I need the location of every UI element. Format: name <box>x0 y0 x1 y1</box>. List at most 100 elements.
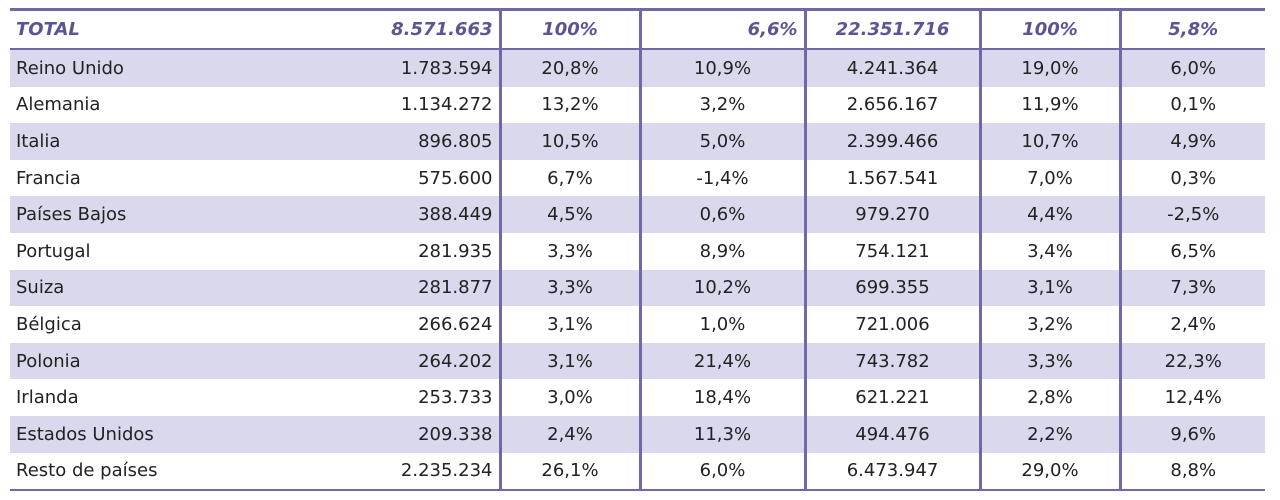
row-value-3: 0,6% <box>638 196 805 233</box>
total-row: TOTAL 8.571.663 100% 6,6% 22.351.716 100… <box>10 9 1265 49</box>
row-value-1: 1.783.594 <box>225 49 500 87</box>
table-row: Países Bajos 388.449 4,5% 0,6% 979.270 4,4% -2… <box>10 196 1265 233</box>
row-value-2: 3,1% <box>498 306 640 343</box>
row-value-6: 0,1% <box>1118 86 1265 124</box>
row-value-6: 6,5% <box>1118 232 1265 270</box>
row-value-4: 621.221 <box>803 379 980 416</box>
row-value-2: 3,3% <box>498 232 640 270</box>
row-value-4: 699.355 <box>803 269 980 307</box>
row-value-2: 20,8% <box>498 49 640 87</box>
row-value-1: 281.877 <box>225 269 500 307</box>
row-value-3: 10,9% <box>638 49 805 87</box>
row-value-5: 11,9% <box>978 86 1120 124</box>
data-table-container: TOTAL 8.571.663 100% 6,6% 22.351.716 100… <box>10 8 1265 491</box>
row-value-1: 253.733 <box>418 387 493 409</box>
row-value-3: 8,9% <box>638 232 805 270</box>
row-value-4: 494.476 <box>803 415 980 453</box>
total-value-5: 100% <box>978 9 1120 49</box>
row-value-6: 2,4% <box>1118 306 1265 343</box>
row-value-4: 4.241.364 <box>803 49 980 87</box>
table-body: Reino Unido 1.783.594 20,8% 10,9% 4.241.364 1… <box>10 49 1265 491</box>
row-value-1: 896.805 <box>225 123 500 160</box>
row-value-2: 2,4% <box>498 415 640 453</box>
table-row: Resto de países 2.235.234 26,1% 6,0% 6.473.9… <box>10 452 1265 491</box>
row-label: Francia <box>16 167 81 189</box>
row-value-4: 2.399.466 <box>803 123 980 160</box>
table-row: Reino Unido 1.783.594 20,8% 10,9% 4.241.364 1… <box>10 49 1265 87</box>
row-label: Estados Unidos <box>10 415 225 453</box>
row-value-1: 388.449 <box>225 196 500 233</box>
row-value-2: 6,7% <box>498 159 640 197</box>
row-value-3: 11,3% <box>638 415 805 453</box>
row-value-6: 7,3% <box>1118 269 1265 307</box>
row-value-5: 2,2% <box>978 415 1120 453</box>
row-value-4: 1.567.541 <box>803 159 980 197</box>
row-value-5: 3,3% <box>978 342 1120 380</box>
row-value-6: 4,9% <box>1118 123 1265 160</box>
row-value-3: 21,4% <box>638 342 805 380</box>
row-value-5: 4,4% <box>978 196 1120 233</box>
table-row: Estados Unidos 209.338 2,4% 11,3% 494.476 2,2… <box>10 415 1265 453</box>
row-value-1: 575.600 <box>418 167 493 189</box>
row-value-2: 3,3% <box>498 269 640 307</box>
row-value-5: 3,4% <box>978 232 1120 270</box>
row-value-6: 0,3% <box>1118 159 1265 197</box>
row-label: Portugal <box>16 240 91 262</box>
row-value-3: 6,0% <box>638 452 805 491</box>
table-row: Italia 896.805 10,5% 5,0% 2.399.466 10,7% 4,9% <box>10 123 1265 160</box>
row-value-3: -1,4% <box>638 159 805 197</box>
row-value-1: 2.235.234 <box>400 460 493 482</box>
row-value-3: 18,4% <box>638 379 805 416</box>
row-value-2: 4,5% <box>498 196 640 233</box>
row-label: Bélgica <box>16 313 82 335</box>
row-value-1: 264.202 <box>225 342 500 380</box>
table-row: Suiza 281.877 3,3% 10,2% 699.355 3,1% 7,3% <box>10 269 1265 307</box>
row-value-2: 26,1% <box>498 452 640 491</box>
row-value-6: 22,3% <box>1118 342 1265 380</box>
table-row: Polonia 264.202 3,1% 21,4% 743.782 3,3% 22,3% <box>10 342 1265 380</box>
row-value-5: 2,8% <box>978 379 1120 416</box>
row-value-5: 29,0% <box>978 452 1120 491</box>
row-value-4: 979.270 <box>803 196 980 233</box>
total-value-3: 6,6% <box>638 9 805 49</box>
row-label: Alemania <box>16 94 101 116</box>
country-statistics-table: TOTAL 8.571.663 100% 6,6% 22.351.716 100… <box>10 8 1265 491</box>
row-label: Polonia <box>10 342 225 380</box>
total-value-2: 100% <box>498 9 640 49</box>
total-value-1: 8.571.663 <box>391 19 493 40</box>
row-value-5: 7,0% <box>978 159 1120 197</box>
table-header: TOTAL 8.571.663 100% 6,6% 22.351.716 100… <box>10 9 1265 49</box>
row-value-5: 19,0% <box>978 49 1120 87</box>
row-value-1: 209.338 <box>225 415 500 453</box>
row-value-5: 3,2% <box>978 306 1120 343</box>
row-value-1: 1.134.272 <box>400 94 493 116</box>
row-value-6: 12,4% <box>1118 379 1265 416</box>
row-value-3: 10,2% <box>638 269 805 307</box>
row-value-4: 754.121 <box>803 232 980 270</box>
row-value-4: 743.782 <box>803 342 980 380</box>
row-label: Italia <box>10 123 225 160</box>
row-value-5: 10,7% <box>978 123 1120 160</box>
row-value-5: 3,1% <box>978 269 1120 307</box>
row-value-6: 9,6% <box>1118 415 1265 453</box>
row-label: Reino Unido <box>10 49 225 87</box>
table-row: Alemania 1.134.272 13,2% 3,2% 2.656.167 11,9%… <box>10 86 1265 124</box>
table-row: Bélgica 266.624 3,1% 1,0% 721.006 3,2% 2,4% <box>10 306 1265 343</box>
row-value-4: 721.006 <box>803 306 980 343</box>
row-label: Suiza <box>10 269 225 307</box>
row-value-2: 3,1% <box>498 342 640 380</box>
row-value-2: 10,5% <box>498 123 640 160</box>
row-value-4: 2.656.167 <box>803 86 980 124</box>
row-value-4: 6.473.947 <box>803 452 980 491</box>
total-value-6: 5,8% <box>1118 9 1265 49</box>
total-value-4: 22.351.716 <box>803 9 980 49</box>
table-row: Portugal 281.935 3,3% 8,9% 754.121 3,4% 6,5% <box>10 232 1265 270</box>
table-row: Irlanda 253.733 3,0% 18,4% 621.221 2,8% 12,4% <box>10 379 1265 416</box>
row-value-6: -2,5% <box>1118 196 1265 233</box>
row-label: Países Bajos <box>10 196 225 233</box>
row-value-2: 3,0% <box>498 379 640 416</box>
row-value-3: 1,0% <box>638 306 805 343</box>
row-value-3: 5,0% <box>638 123 805 160</box>
row-label: Irlanda <box>16 387 79 409</box>
row-label: Resto de países <box>16 460 158 482</box>
